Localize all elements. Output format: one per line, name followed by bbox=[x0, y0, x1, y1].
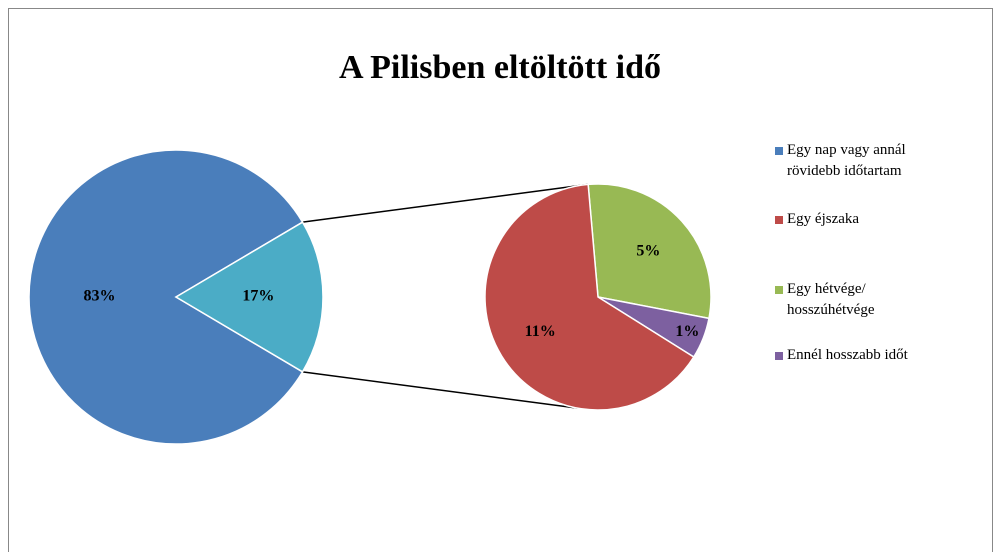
data-label: 11% bbox=[525, 323, 556, 340]
pie-slice bbox=[174, 221, 324, 373]
data-label: 83% bbox=[84, 288, 116, 305]
pie-slice bbox=[587, 183, 712, 320]
data-label: 1% bbox=[675, 323, 699, 340]
legend-swatch bbox=[775, 147, 783, 155]
legend-swatch bbox=[775, 352, 783, 360]
legend-swatch bbox=[775, 216, 783, 224]
legend-label: Ennél hosszabb időt bbox=[787, 347, 908, 363]
data-label: 17% bbox=[242, 288, 274, 305]
data-label: 5% bbox=[636, 242, 660, 259]
chart-title: A Pilisben eltöltött idő bbox=[339, 49, 661, 86]
connector-line bbox=[302, 371, 579, 410]
legend-label: Egy hétvége/ hosszúhétvége bbox=[787, 281, 875, 318]
legend-label: Egy nap vagy annál rövidebb időtartam bbox=[787, 142, 906, 179]
connector-line bbox=[302, 183, 589, 223]
pie-slice bbox=[28, 149, 304, 445]
legend-swatch bbox=[775, 286, 783, 294]
legend-label: Egy éjszaka bbox=[787, 211, 860, 227]
pie-slice bbox=[484, 183, 695, 411]
